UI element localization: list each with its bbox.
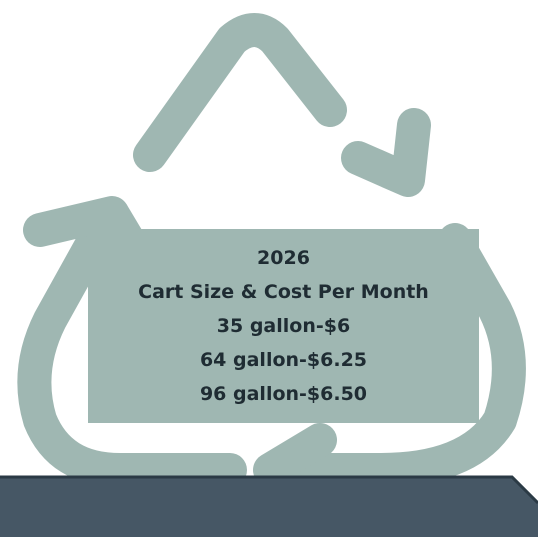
pricing-title: Cart Size & Cost Per Month xyxy=(138,281,429,303)
bottom-banner-edge xyxy=(0,475,538,505)
top-arrow xyxy=(133,13,347,172)
top-arrow-head xyxy=(341,108,431,197)
price-line-64: 64 gallon-$6.25 xyxy=(199,349,368,371)
price-line-96: 96 gallon-$6.50 xyxy=(199,383,368,405)
bottom-banner xyxy=(0,477,538,537)
cart-pricing-panel: 2026 Cart Size & Cost Per Month 35 gallo… xyxy=(88,229,479,423)
left-arm xyxy=(17,213,247,487)
right-arm xyxy=(273,223,526,487)
year-heading: 2026 xyxy=(257,247,310,269)
price-line-35: 35 gallon-$6 xyxy=(216,315,351,337)
